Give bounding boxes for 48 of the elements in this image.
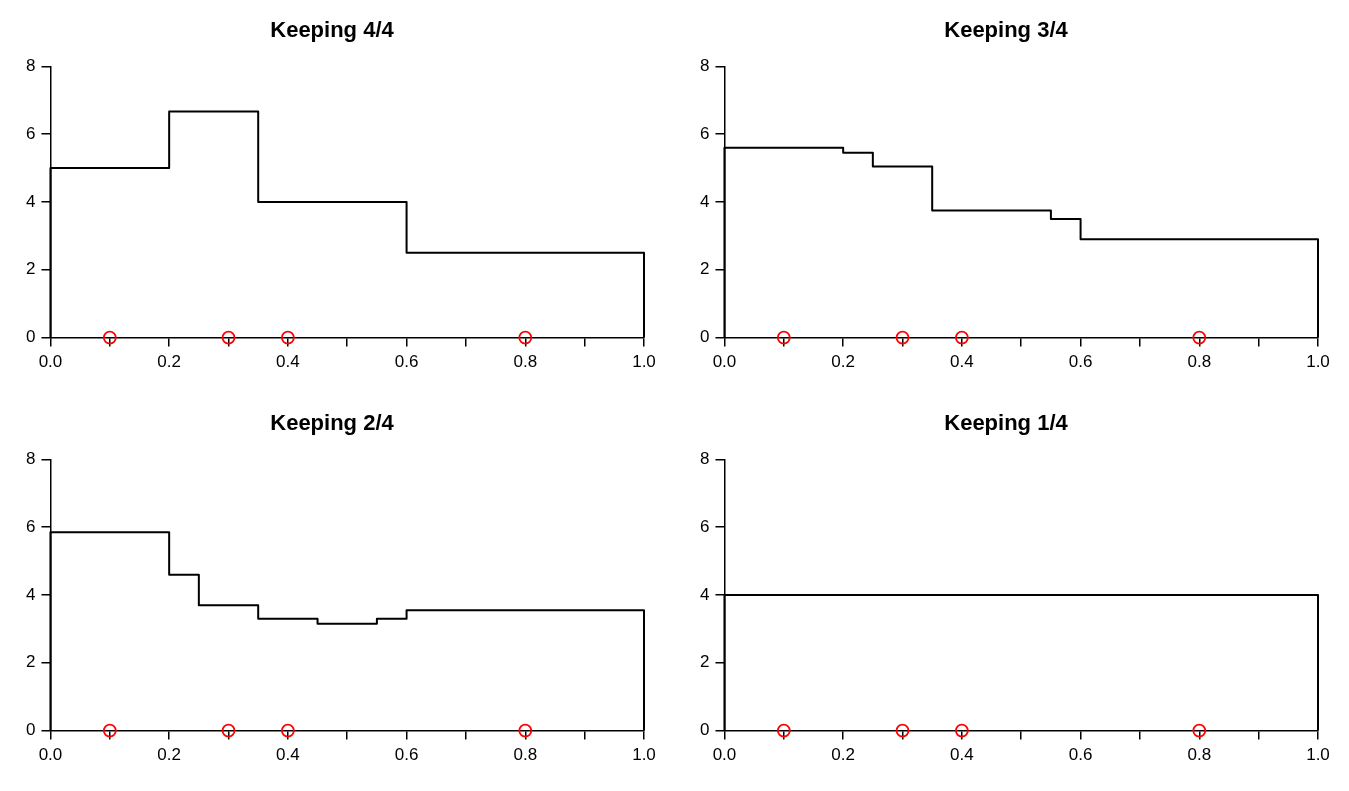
x-tick-label: 0.2 <box>831 745 855 765</box>
y-tick-label: 0 <box>699 327 710 347</box>
x-tick-label: 0.0 <box>38 352 63 372</box>
y-tick-label: 6 <box>25 123 36 143</box>
x-tick-label: 0.6 <box>1068 745 1093 765</box>
x-tick-label: 0.8 <box>513 745 538 765</box>
x-tick-label: 0.6 <box>394 352 419 372</box>
y-tick-label: 2 <box>25 652 36 672</box>
x-tick-label: 0.2 <box>157 745 181 765</box>
chart-title: Keeping 2/4 <box>270 410 395 436</box>
x-tick-label: 0.8 <box>1187 352 1212 372</box>
x-tick-label: 0.2 <box>831 352 855 372</box>
x-tick-label: 0.8 <box>513 352 538 372</box>
y-tick-label: 0 <box>699 720 710 740</box>
y-tick-label: 4 <box>699 191 710 211</box>
y-tick-label: 0 <box>25 720 36 740</box>
y-tick-label: 2 <box>25 259 36 279</box>
x-tick-label: 1.0 <box>632 745 656 765</box>
chart-title: Keeping 3/4 <box>944 17 1069 43</box>
x-tick-label: 0.6 <box>394 745 419 765</box>
y-tick-label: 4 <box>25 191 36 211</box>
y-tick-label: 4 <box>699 584 710 604</box>
y-tick-label: 2 <box>699 652 710 672</box>
x-tick-label: 0.2 <box>157 352 181 372</box>
x-tick-label: 0.4 <box>950 352 974 372</box>
y-tick-label: 4 <box>25 584 36 604</box>
x-tick-label: 0.6 <box>1068 352 1093 372</box>
y-tick-label: 0 <box>25 327 36 347</box>
x-tick-label: 0.4 <box>950 745 974 765</box>
x-tick-label: 1.0 <box>632 352 656 372</box>
y-tick-label: 8 <box>25 449 36 469</box>
y-tick-label: 8 <box>699 449 710 469</box>
y-tick-label: 2 <box>699 259 710 279</box>
y-tick-label: 8 <box>25 56 36 76</box>
chart-title: Keeping 1/4 <box>944 410 1069 436</box>
x-tick-label: 1.0 <box>1306 352 1330 372</box>
x-tick-label: 0.4 <box>276 352 300 372</box>
y-tick-label: 6 <box>699 516 710 536</box>
x-tick-label: 0.4 <box>276 745 300 765</box>
y-tick-label: 8 <box>699 56 710 76</box>
chart-title: Keeping 4/4 <box>270 17 395 43</box>
x-tick-label: 0.0 <box>712 745 737 765</box>
x-tick-label: 0.8 <box>1187 745 1212 765</box>
x-tick-label: 0.0 <box>712 352 737 372</box>
y-tick-label: 6 <box>25 516 36 536</box>
x-tick-label: 0.0 <box>38 745 63 765</box>
x-tick-label: 1.0 <box>1306 745 1330 765</box>
y-tick-label: 6 <box>699 123 710 143</box>
